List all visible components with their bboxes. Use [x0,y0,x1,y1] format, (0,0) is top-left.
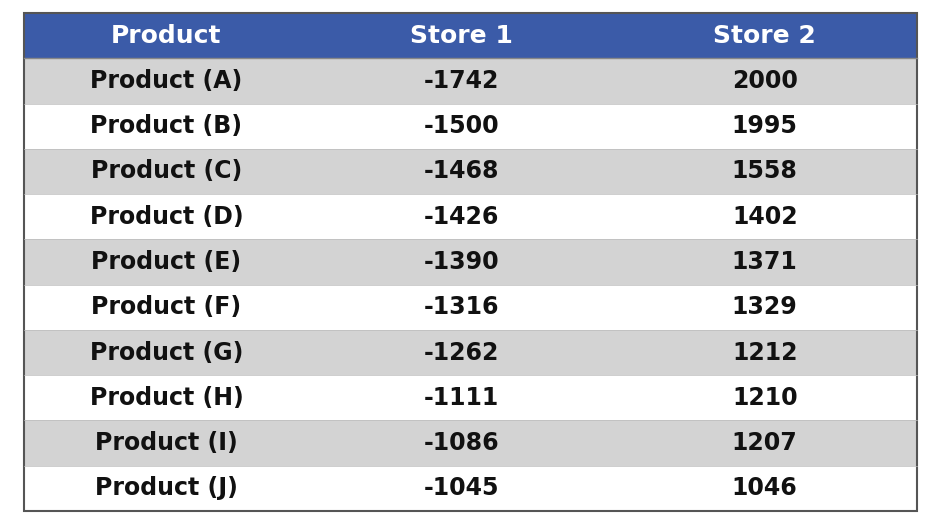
FancyBboxPatch shape [24,420,916,466]
Text: 1329: 1329 [732,295,797,319]
FancyBboxPatch shape [24,375,916,420]
Text: -1390: -1390 [423,250,499,274]
FancyBboxPatch shape [24,194,916,239]
FancyBboxPatch shape [24,149,916,194]
Text: -1045: -1045 [423,476,499,500]
Text: -1500: -1500 [423,114,499,138]
Text: Product (F): Product (F) [91,295,242,319]
Text: Product (E): Product (E) [91,250,242,274]
Text: -1468: -1468 [423,159,499,183]
Text: Store 2: Store 2 [713,24,816,48]
FancyBboxPatch shape [24,466,916,511]
Text: Product (D): Product (D) [89,205,243,229]
Text: -1742: -1742 [423,69,499,93]
Text: 2000: 2000 [731,69,798,93]
Text: Product (J): Product (J) [95,476,238,500]
Text: 1371: 1371 [732,250,797,274]
FancyBboxPatch shape [24,285,916,330]
Text: Product (G): Product (G) [89,341,243,365]
Text: -1426: -1426 [423,205,499,229]
Text: -1316: -1316 [423,295,499,319]
Text: Product (I): Product (I) [95,431,238,455]
Text: Product (B): Product (B) [90,114,243,138]
FancyBboxPatch shape [24,239,916,285]
Text: 1995: 1995 [731,114,798,138]
Text: 1402: 1402 [732,205,797,229]
Text: -1111: -1111 [423,386,499,410]
Text: -1086: -1086 [423,431,499,455]
FancyBboxPatch shape [24,13,916,58]
Text: 1207: 1207 [732,431,797,455]
FancyBboxPatch shape [24,104,916,149]
Text: 1046: 1046 [732,476,797,500]
FancyBboxPatch shape [24,58,916,104]
Text: Product (H): Product (H) [89,386,243,410]
Text: Product (A): Product (A) [90,69,243,93]
Text: 1558: 1558 [731,159,798,183]
Text: 1212: 1212 [732,341,797,365]
Text: Product: Product [111,24,222,48]
FancyBboxPatch shape [24,330,916,375]
Text: Product (C): Product (C) [91,159,242,183]
Text: Store 1: Store 1 [410,24,512,48]
Text: -1262: -1262 [423,341,499,365]
Text: 1210: 1210 [732,386,797,410]
